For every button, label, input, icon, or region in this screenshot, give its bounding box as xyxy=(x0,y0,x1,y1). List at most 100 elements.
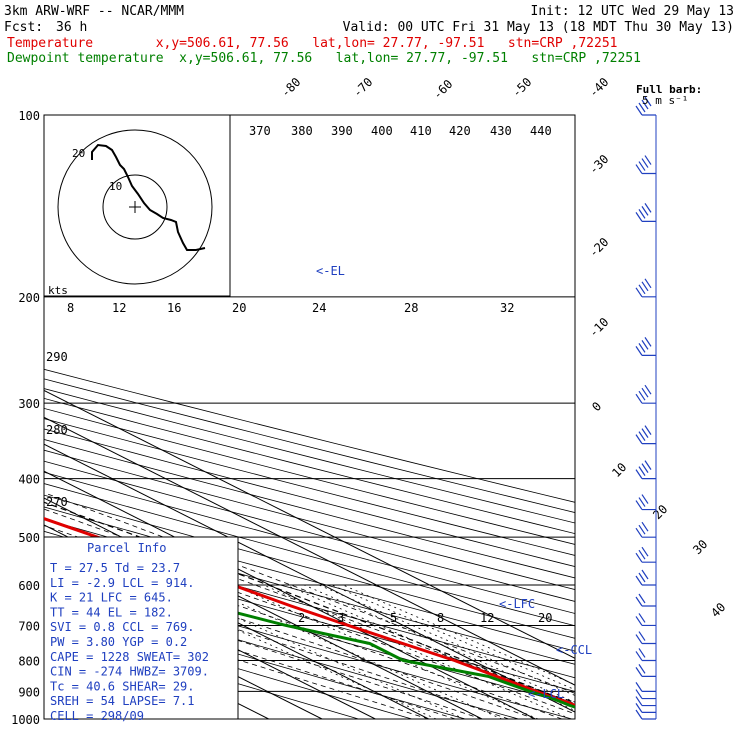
pressure-tick-800: 800 xyxy=(18,654,40,668)
mixing-ratio-low-label-3: 3 xyxy=(337,611,344,625)
isotherm-10 xyxy=(44,470,536,719)
wind-barb xyxy=(635,593,656,607)
lfc-marker: <-LFC xyxy=(499,597,535,611)
wind-barb xyxy=(635,664,656,677)
mixing-ratio-label-8: 8 xyxy=(67,301,74,315)
mixing-ratio-low-label-5: 5 xyxy=(390,611,397,625)
theta-label-440: 440 xyxy=(530,124,552,138)
valid-time: Valid: 00 UTC Fri 31 May 13 (18 MDT Thu … xyxy=(343,20,734,35)
dry-adiabat xyxy=(44,582,519,719)
pressure-tick-300: 300 xyxy=(18,397,40,411)
temp-tick-30: 30 xyxy=(690,537,710,557)
dry-adiabat xyxy=(44,506,575,652)
temp-tick-10: 10 xyxy=(609,460,629,480)
mixing-ratio-label-28: 28 xyxy=(404,301,418,315)
parcel-info-row: PW = 3.80 YGP = 0.2 xyxy=(50,635,187,649)
wind-barb xyxy=(635,613,656,627)
dry-adiabat xyxy=(44,439,575,579)
mixing-ratio-low-label-12: 12 xyxy=(480,611,494,625)
temp-tick--70: -70 xyxy=(350,75,375,100)
parcel-info-row: SVI = 0.8 CCL = 769. xyxy=(50,620,195,634)
temp-tick--50: -50 xyxy=(509,75,534,100)
temp-tick--30: -30 xyxy=(586,152,611,177)
model-title: 3km ARW-WRF -- NCAR/MMM xyxy=(4,4,184,19)
temp-tick--80: -80 xyxy=(278,75,303,100)
pressure-tick-400: 400 xyxy=(18,473,40,487)
full-barb-units: 5 m s⁻¹ xyxy=(642,94,688,107)
full-barb-label: Full barb: xyxy=(636,83,702,96)
temp-tick--60: -60 xyxy=(430,77,455,102)
dry-adiabat xyxy=(44,569,573,719)
wind-barbs xyxy=(635,96,657,720)
wind-barb xyxy=(635,337,656,356)
wind-barb xyxy=(635,546,656,563)
isotherm-20 xyxy=(44,443,575,713)
mixing-ratio-label-20: 20 xyxy=(232,301,246,315)
wind-barb xyxy=(635,203,656,222)
parcel-info-row: TT = 44 EL = 182. xyxy=(50,605,173,619)
theta-label-400: 400 xyxy=(371,124,393,138)
mixing-ratio-label-12: 12 xyxy=(112,301,126,315)
temp-tick-40: 40 xyxy=(708,600,728,620)
wind-barb xyxy=(635,521,656,538)
wind-barb xyxy=(635,631,656,645)
pressure-tick-1000: 1000 xyxy=(11,713,40,727)
theta-label-430: 430 xyxy=(490,124,512,138)
mixing-ratio-line xyxy=(342,584,575,686)
temp-tick-20: 20 xyxy=(650,502,670,522)
mixing-ratio-line xyxy=(198,584,502,719)
wind-barb xyxy=(635,709,656,720)
mixing-ratio-line xyxy=(163,584,465,719)
dry-adiabat xyxy=(44,610,413,719)
theta-side-label-270: 270 xyxy=(46,495,68,509)
parcel-info-rows: T = 27.5 Td = 23.7LI = -2.9 LCL = 914.K … xyxy=(50,561,209,723)
parcel-info-frame xyxy=(43,536,239,720)
hodograph: 10 20 kts xyxy=(43,114,231,297)
temp-tick--40: -40 xyxy=(586,75,611,100)
parcel-info-panel: Parcel Info T = 27.5 Td = 23.7LI = -2.9 … xyxy=(43,536,239,723)
wind-barb xyxy=(635,155,656,175)
mixing-ratio-low-label-2: 2 xyxy=(298,611,305,625)
el-marker: <-EL xyxy=(316,264,345,278)
ccl-marker: <-CCL xyxy=(556,643,592,657)
hodograph-trace xyxy=(91,143,206,251)
pressure-tick-100: 100 xyxy=(18,109,40,123)
parcel-info-row: K = 21 LFC = 645. xyxy=(50,591,173,605)
wind-barb xyxy=(635,703,656,713)
hodograph-ring-label-10: 10 xyxy=(109,180,122,193)
parcel-info-row: CELL = 298/09 xyxy=(50,709,144,723)
temperature-legend: Temperature x,y=506.61, 77.56 lat,lon= 2… xyxy=(7,36,617,51)
hodograph-units: kts xyxy=(48,284,68,297)
pressure-tick-700: 700 xyxy=(18,619,40,633)
pressure-tick-900: 900 xyxy=(18,685,40,699)
theta-side-label-280: 280 xyxy=(46,423,68,437)
theta-label-370: 370 xyxy=(249,124,271,138)
mixing-ratio-label-32: 32 xyxy=(500,301,514,315)
parcel-info-row: T = 27.5 Td = 23.7 xyxy=(50,561,180,575)
moist-adiabat xyxy=(44,525,575,715)
wind-barb xyxy=(635,569,656,586)
moist-adiabat xyxy=(44,600,429,719)
parcel-info-title: Parcel Info xyxy=(87,541,166,555)
wind-barb xyxy=(635,648,656,662)
dry-adiabat xyxy=(44,494,575,639)
wind-barb xyxy=(635,460,656,480)
wind-barb xyxy=(635,689,656,700)
wind-barb xyxy=(635,96,656,116)
isotherm-30 xyxy=(44,416,575,686)
hodograph-frame xyxy=(43,114,231,297)
wind-barb xyxy=(635,696,656,707)
isotherm-40 xyxy=(44,389,575,659)
mixing-ratio-label-16: 16 xyxy=(167,301,181,315)
dry-adiabat xyxy=(44,483,575,627)
isotherm-0 xyxy=(44,497,483,719)
hodograph-ring-label-20: 20 xyxy=(72,147,85,160)
temp-tick-0: 0 xyxy=(589,399,604,414)
wind-barb xyxy=(635,384,656,404)
lcl-marker: <-LCL xyxy=(528,687,564,701)
dry-adiabat xyxy=(44,449,575,591)
theta-label-420: 420 xyxy=(449,124,471,138)
forecast-label: Fcst: xyxy=(4,20,43,35)
theta-label-380: 380 xyxy=(291,124,313,138)
